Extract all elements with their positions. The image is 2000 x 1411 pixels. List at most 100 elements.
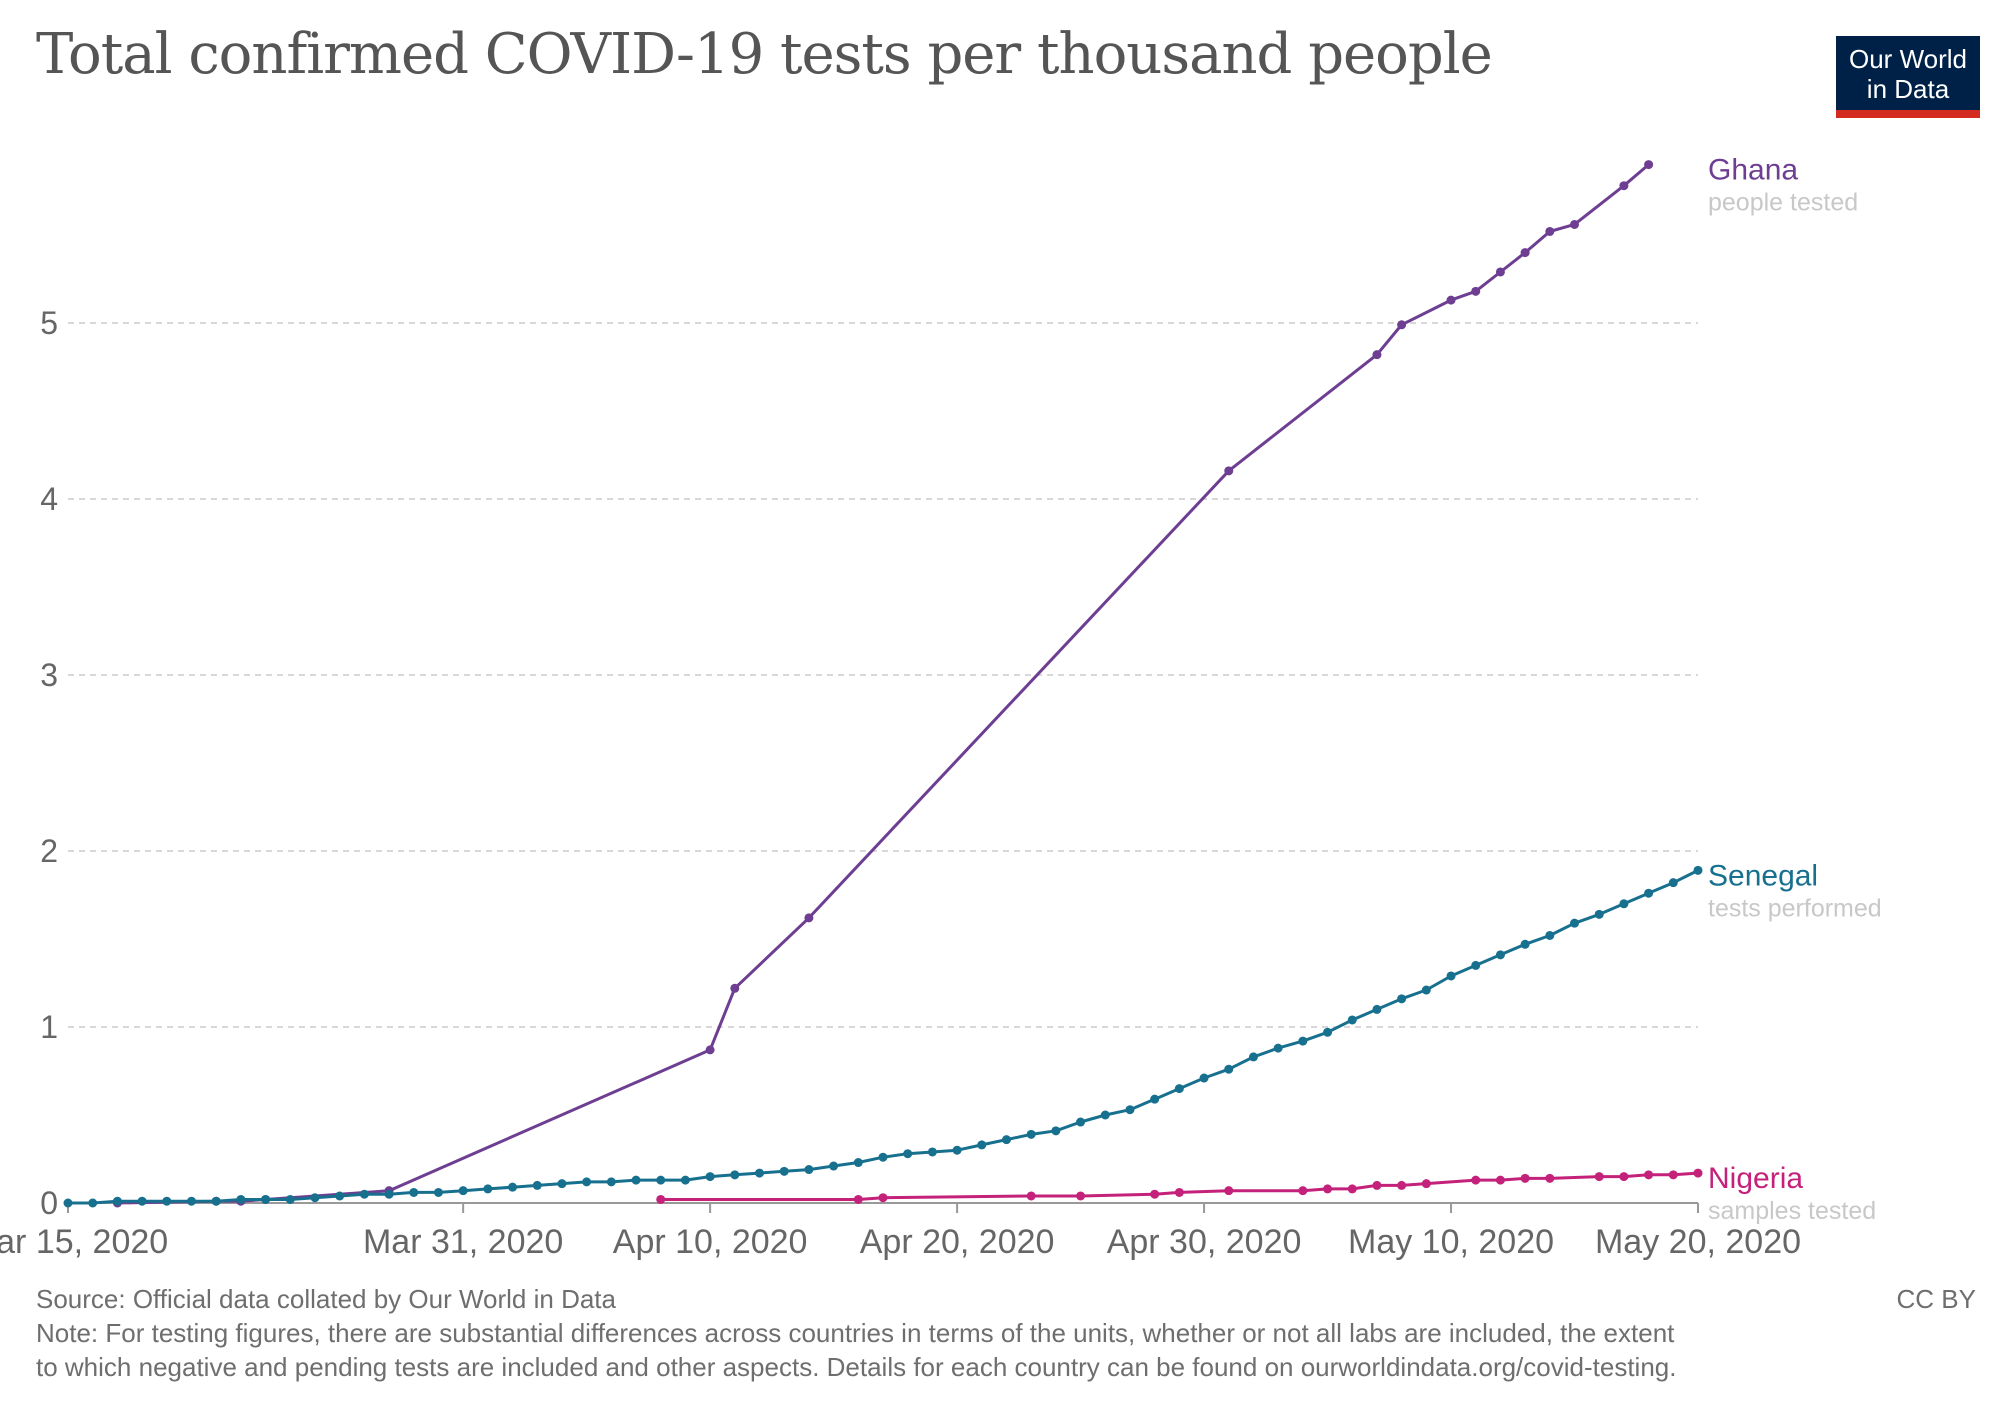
- data-point[interactable]: [137, 1196, 147, 1206]
- data-point[interactable]: [63, 1198, 73, 1208]
- data-point[interactable]: [1273, 1043, 1283, 1053]
- data-point[interactable]: [952, 1145, 962, 1155]
- data-point[interactable]: [1051, 1126, 1061, 1136]
- data-point[interactable]: [779, 1166, 789, 1176]
- data-point[interactable]: [853, 1158, 863, 1168]
- data-point[interactable]: [285, 1194, 295, 1204]
- data-point[interactable]: [1594, 1172, 1604, 1182]
- data-point[interactable]: [1397, 994, 1407, 1004]
- data-point[interactable]: [1248, 1052, 1258, 1062]
- data-point[interactable]: [112, 1196, 122, 1206]
- data-point[interactable]: [162, 1196, 172, 1206]
- data-point[interactable]: [1125, 1105, 1135, 1115]
- data-point[interactable]: [1495, 267, 1505, 277]
- data-point[interactable]: [186, 1196, 196, 1206]
- data-point[interactable]: [1594, 909, 1604, 919]
- data-point[interactable]: [1150, 1094, 1160, 1104]
- data-point[interactable]: [1421, 985, 1431, 995]
- data-point[interactable]: [1323, 1027, 1333, 1037]
- data-point[interactable]: [1224, 1186, 1234, 1196]
- series-ghana[interactable]: [112, 160, 1654, 1208]
- data-point[interactable]: [1471, 960, 1481, 970]
- data-point[interactable]: [1495, 950, 1505, 960]
- data-point[interactable]: [1545, 1173, 1555, 1183]
- data-point[interactable]: [1347, 1015, 1357, 1025]
- data-point[interactable]: [1298, 1186, 1308, 1196]
- data-point[interactable]: [1693, 865, 1703, 875]
- data-point[interactable]: [433, 1187, 443, 1197]
- data-point[interactable]: [1323, 1184, 1333, 1194]
- data-point[interactable]: [656, 1175, 666, 1185]
- data-point[interactable]: [1570, 918, 1580, 928]
- data-point[interactable]: [1644, 888, 1654, 898]
- data-point[interactable]: [656, 1194, 666, 1204]
- data-point[interactable]: [903, 1149, 913, 1159]
- data-point[interactable]: [755, 1168, 765, 1178]
- data-point[interactable]: [409, 1187, 419, 1197]
- data-point[interactable]: [1471, 286, 1481, 296]
- data-point[interactable]: [1397, 320, 1407, 330]
- data-point[interactable]: [1372, 1180, 1382, 1190]
- data-point[interactable]: [1298, 1036, 1308, 1046]
- data-point[interactable]: [1693, 1168, 1703, 1178]
- data-point[interactable]: [1471, 1175, 1481, 1185]
- data-point[interactable]: [730, 1170, 740, 1180]
- data-point[interactable]: [88, 1198, 98, 1208]
- data-point[interactable]: [853, 1194, 863, 1204]
- data-point[interactable]: [1100, 1110, 1110, 1120]
- data-point[interactable]: [458, 1186, 468, 1196]
- license-link[interactable]: CC BY: [1896, 1284, 1976, 1314]
- data-point[interactable]: [1421, 1179, 1431, 1189]
- data-point[interactable]: [1446, 971, 1456, 981]
- data-point[interactable]: [705, 1172, 715, 1182]
- data-point[interactable]: [359, 1189, 369, 1199]
- data-point[interactable]: [1520, 939, 1530, 949]
- data-point[interactable]: [1495, 1175, 1505, 1185]
- data-point[interactable]: [1397, 1180, 1407, 1190]
- data-point[interactable]: [582, 1177, 592, 1187]
- series-nigeria[interactable]: [656, 1168, 1703, 1204]
- data-point[interactable]: [1570, 219, 1580, 229]
- data-point[interactable]: [1545, 226, 1555, 236]
- data-point[interactable]: [1668, 1170, 1678, 1180]
- data-point[interactable]: [1076, 1117, 1086, 1127]
- data-point[interactable]: [384, 1189, 394, 1199]
- data-point[interactable]: [1026, 1129, 1036, 1139]
- data-point[interactable]: [532, 1180, 542, 1190]
- data-point[interactable]: [1150, 1189, 1160, 1199]
- data-point[interactable]: [730, 983, 740, 993]
- data-point[interactable]: [261, 1194, 271, 1204]
- data-point[interactable]: [606, 1177, 616, 1187]
- owid-logo[interactable]: Our World in Data: [1836, 36, 1980, 118]
- data-point[interactable]: [1446, 295, 1456, 305]
- data-point[interactable]: [1026, 1191, 1036, 1201]
- data-point[interactable]: [1372, 350, 1382, 360]
- data-point[interactable]: [1520, 1173, 1530, 1183]
- data-point[interactable]: [335, 1191, 345, 1201]
- data-point[interactable]: [310, 1193, 320, 1203]
- data-point[interactable]: [1545, 930, 1555, 940]
- data-point[interactable]: [1644, 160, 1654, 170]
- data-point[interactable]: [557, 1179, 567, 1189]
- data-point[interactable]: [236, 1194, 246, 1204]
- data-point[interactable]: [1644, 1170, 1654, 1180]
- data-point[interactable]: [1520, 248, 1530, 258]
- data-point[interactable]: [977, 1140, 987, 1150]
- data-point[interactable]: [705, 1045, 715, 1055]
- data-point[interactable]: [1372, 1004, 1382, 1014]
- data-point[interactable]: [927, 1147, 937, 1157]
- data-point[interactable]: [483, 1184, 493, 1194]
- series-senegal[interactable]: [63, 865, 1703, 1208]
- series-line[interactable]: [117, 163, 1650, 1205]
- data-point[interactable]: [1199, 1073, 1209, 1083]
- data-point[interactable]: [1076, 1191, 1086, 1201]
- data-point[interactable]: [804, 913, 814, 923]
- data-point[interactable]: [1224, 1064, 1234, 1074]
- data-point[interactable]: [1347, 1184, 1357, 1194]
- data-point[interactable]: [878, 1193, 888, 1203]
- data-point[interactable]: [1619, 899, 1629, 909]
- data-point[interactable]: [1174, 1187, 1184, 1197]
- data-point[interactable]: [211, 1196, 221, 1206]
- data-point[interactable]: [1174, 1084, 1184, 1094]
- data-point[interactable]: [878, 1152, 888, 1162]
